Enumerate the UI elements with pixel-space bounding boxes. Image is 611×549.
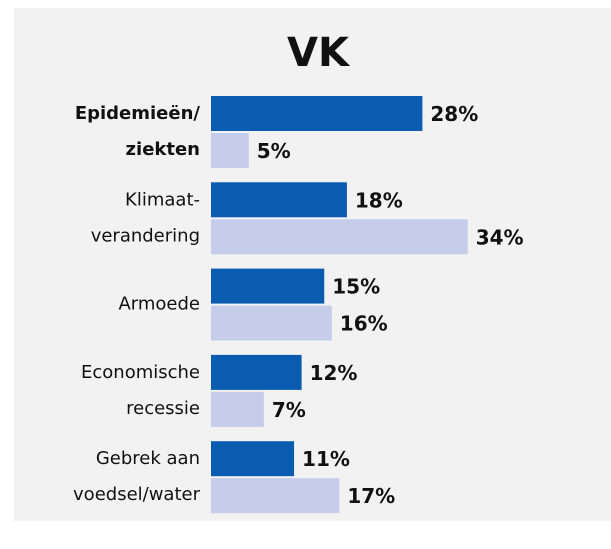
bar (211, 354, 302, 390)
chart-title: VK (287, 30, 351, 76)
value-label: 16% (340, 312, 388, 336)
category-label: Armoede (118, 294, 200, 315)
bar (211, 305, 332, 341)
background (14, 8, 611, 521)
bar (211, 478, 340, 514)
value-label: 5% (257, 139, 291, 163)
bar (211, 441, 295, 477)
category-label: Klimaat-verandering (91, 189, 200, 246)
bar (211, 96, 423, 131)
value-label: 17% (347, 484, 395, 508)
bar (211, 182, 347, 218)
value-label: 18% (355, 188, 403, 212)
value-label: 28% (430, 102, 478, 126)
value-label: 11% (302, 447, 350, 471)
bar (211, 219, 468, 255)
bar (211, 268, 325, 304)
bar (211, 391, 264, 427)
value-label: 12% (310, 361, 358, 385)
bar (211, 133, 249, 168)
category-label: Gebrek aan voedsel/water (73, 448, 201, 505)
category-label: Epidemieën/ziekten (75, 103, 201, 160)
value-label: 15% (332, 275, 380, 299)
value-label: 7% (272, 398, 306, 422)
value-label: 34% (476, 225, 524, 249)
category-label: Economische recessie (81, 362, 200, 419)
